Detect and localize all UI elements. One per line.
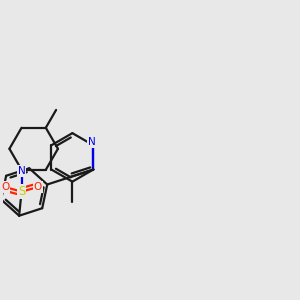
Text: N: N [88, 137, 96, 147]
Text: O: O [1, 182, 9, 192]
Text: N: N [18, 166, 26, 176]
Text: O: O [34, 182, 42, 192]
Text: S: S [18, 185, 25, 198]
